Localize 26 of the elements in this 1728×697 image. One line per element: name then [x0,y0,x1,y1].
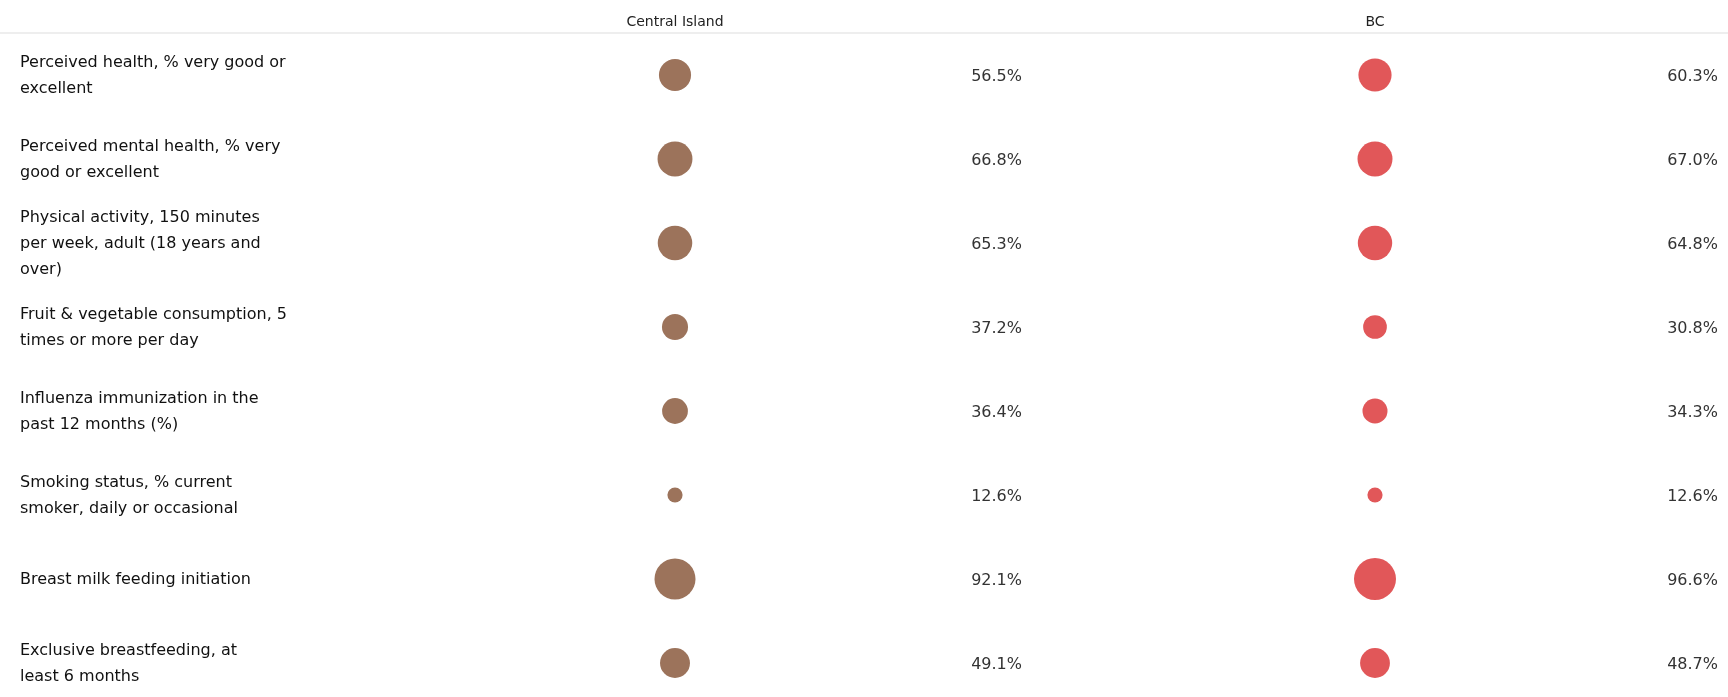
y-tick-label: Perceived health, % very good or excellent [20,52,287,97]
data-label: 34.3% [1667,402,1718,421]
data-label: 65.3% [971,234,1022,253]
x-tick-label: Central Island [626,13,724,29]
y-tick-label: Influenza immunization in the past 12 months (%) [20,388,259,433]
data-label: 64.8% [1667,234,1718,253]
data-label: 30.8% [1667,318,1718,337]
data-label: 12.6% [971,486,1022,505]
y-tick-label: Breast milk feeding initiation [20,569,251,588]
data-label: 49.1% [971,654,1022,673]
y-tick-label: Fruit & vegetable consumption, 5 times or more per day [20,304,287,349]
data-label: 48.7% [1667,654,1718,673]
data-label: 12.6% [1667,486,1718,505]
data-label: 96.6% [1667,570,1718,589]
data-label: 92.1% [971,570,1022,589]
data-label: 67.0% [1667,150,1718,169]
y-tick-label: Smoking status, % current smoker, daily or occasional [20,472,239,517]
data-label: 36.4% [971,402,1022,421]
data-label: 60.3% [1667,66,1718,85]
x-tick-label: BC [1365,13,1385,29]
y-tick-label: Exclusive breastfeeding, at least 6 months [20,640,237,685]
y-tick-label: Perceived mental health, % very good or excellent [20,136,281,181]
data-label: 56.5% [971,66,1022,85]
data-label: 66.8% [971,150,1022,169]
data-label: 37.2% [971,318,1022,337]
y-tick-label: Physical activity, 150 minutes per week, adult (18 years and over) [20,207,261,278]
